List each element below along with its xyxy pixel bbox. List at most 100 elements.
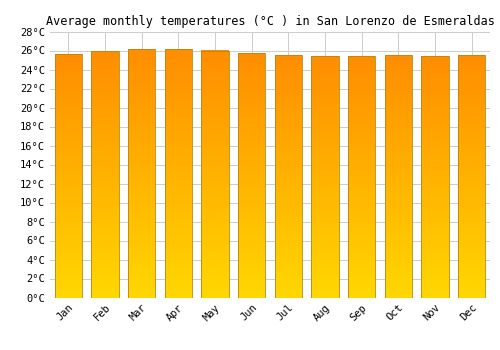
Bar <box>311 107 339 111</box>
Bar <box>54 70 82 72</box>
Bar <box>164 142 192 145</box>
Bar <box>128 223 156 226</box>
Bar <box>201 131 229 134</box>
Bar <box>238 111 266 114</box>
Bar <box>421 96 448 98</box>
Bar <box>348 162 376 165</box>
Bar <box>458 110 485 113</box>
Bar <box>54 288 82 292</box>
Bar <box>384 206 412 210</box>
Bar <box>201 66 229 69</box>
Bar <box>238 63 266 65</box>
Bar <box>421 122 448 126</box>
Bar <box>384 195 412 197</box>
Bar <box>274 204 302 206</box>
Bar <box>54 103 82 106</box>
Bar <box>458 104 485 107</box>
Bar <box>311 98 339 101</box>
Bar <box>201 205 229 208</box>
Bar <box>91 82 119 85</box>
Bar <box>311 117 339 120</box>
Bar <box>274 191 302 195</box>
Bar <box>201 183 229 186</box>
Bar <box>91 239 119 242</box>
Bar <box>311 113 339 117</box>
Bar <box>54 194 82 197</box>
Bar <box>128 176 156 179</box>
Bar <box>274 243 302 246</box>
Bar <box>201 100 229 103</box>
Bar <box>311 279 339 282</box>
Bar <box>348 144 376 147</box>
Bar <box>128 102 156 105</box>
Bar <box>348 86 376 89</box>
Bar <box>384 210 412 213</box>
Bar <box>458 164 485 167</box>
Bar <box>201 294 229 297</box>
Bar <box>201 155 229 159</box>
Bar <box>384 104 412 107</box>
Bar <box>54 249 82 252</box>
Bar <box>274 225 302 228</box>
Bar <box>54 267 82 270</box>
Bar <box>458 276 485 279</box>
Bar <box>91 202 119 205</box>
Bar <box>384 170 412 173</box>
Bar <box>201 60 229 63</box>
Bar <box>164 294 192 297</box>
Bar <box>348 186 376 189</box>
Bar <box>91 174 119 177</box>
Bar <box>238 194 266 197</box>
Bar <box>91 51 119 298</box>
Bar <box>384 255 412 258</box>
Bar <box>201 211 229 214</box>
Bar <box>238 60 266 63</box>
Bar <box>421 138 448 141</box>
Bar <box>274 74 302 76</box>
Bar <box>164 80 192 83</box>
Bar <box>384 122 412 125</box>
Bar <box>164 92 192 95</box>
Bar <box>128 95 156 98</box>
Bar <box>348 59 376 62</box>
Bar <box>128 161 156 164</box>
Bar <box>201 159 229 162</box>
Bar <box>458 122 485 125</box>
Bar <box>311 210 339 213</box>
Bar <box>311 74 339 77</box>
Bar <box>54 292 82 294</box>
Bar <box>384 55 412 58</box>
Bar <box>274 197 302 201</box>
Bar <box>311 59 339 62</box>
Bar <box>91 288 119 291</box>
Bar <box>128 89 156 92</box>
Bar <box>238 93 266 96</box>
Bar <box>238 191 266 194</box>
Bar <box>311 83 339 86</box>
Bar <box>201 162 229 165</box>
Bar <box>458 219 485 222</box>
Bar <box>458 152 485 155</box>
Bar <box>91 270 119 273</box>
Bar <box>274 101 302 104</box>
Bar <box>201 174 229 177</box>
Bar <box>128 111 156 114</box>
Bar <box>311 195 339 198</box>
Bar <box>128 201 156 204</box>
Bar <box>238 218 266 221</box>
Bar <box>128 266 156 270</box>
Bar <box>238 239 266 243</box>
Bar <box>164 279 192 282</box>
Bar <box>348 128 376 132</box>
Bar <box>421 231 448 234</box>
Bar <box>274 143 302 146</box>
Bar <box>384 243 412 246</box>
Bar <box>384 98 412 101</box>
Bar <box>421 192 448 195</box>
Bar <box>54 124 82 127</box>
Bar <box>128 154 156 158</box>
Bar <box>384 143 412 146</box>
Bar <box>164 245 192 248</box>
Bar <box>348 174 376 177</box>
Bar <box>421 171 448 174</box>
